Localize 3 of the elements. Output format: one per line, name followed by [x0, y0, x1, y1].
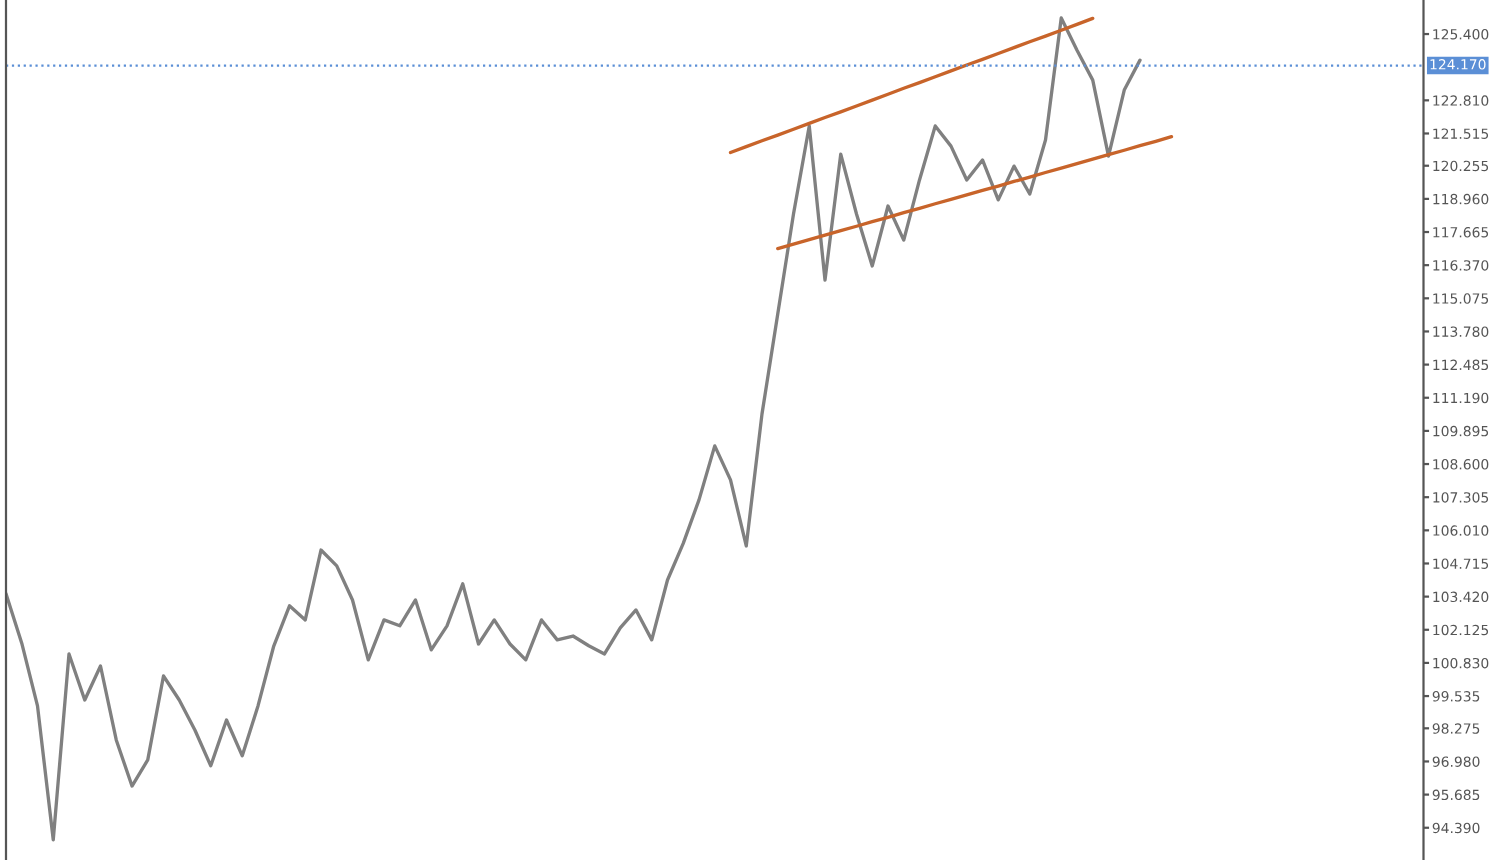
line-series	[776, 135, 1174, 251]
line-series	[728, 16, 1095, 155]
line-series	[6, 16, 1142, 842]
